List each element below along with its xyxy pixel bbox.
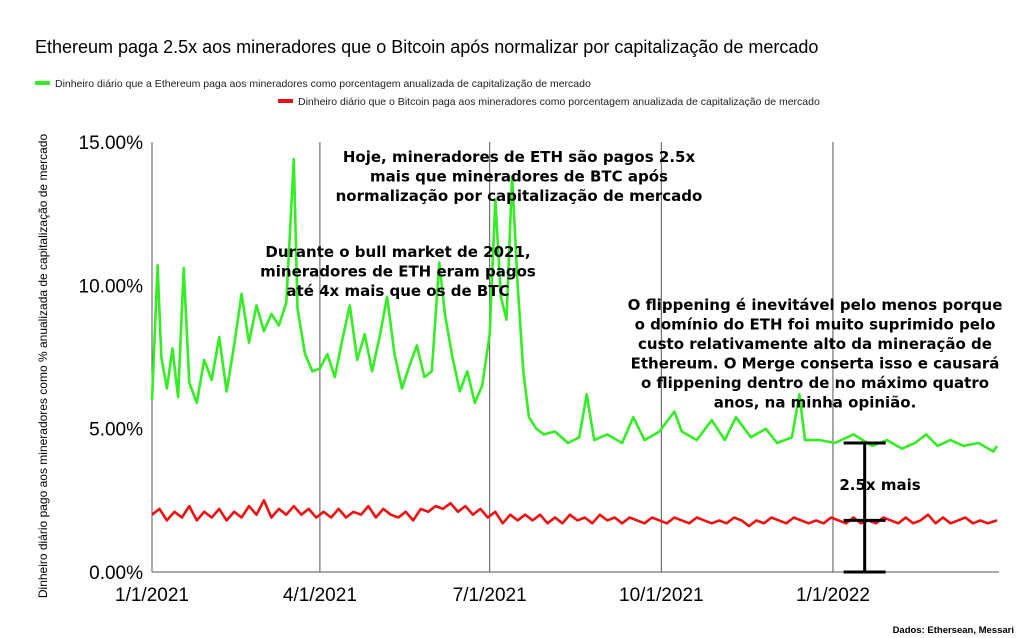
bracket xyxy=(843,441,886,574)
x-tick-label: 4/1/2021 xyxy=(283,585,357,606)
legend-label-eth: Dinheiro diário que a Ethereum paga aos … xyxy=(55,78,591,90)
source-note: Dados: Ethersean, Messari xyxy=(893,625,1014,636)
y-tick-label: 15.00% xyxy=(79,133,144,154)
legend: Dinheiro diário que a Ethereum paga aos … xyxy=(35,78,820,108)
y-tick-label: 5.00% xyxy=(89,420,143,441)
annotation-line: Ethereum. O Merge conserta isso e causar… xyxy=(631,355,1000,373)
annotation-line: 2.5x mais xyxy=(839,476,920,494)
series-lines xyxy=(150,157,999,528)
y-tick-label: 0.00% xyxy=(89,563,143,584)
y-axis-label: Dinheiro diário pago aos mineradores com… xyxy=(36,134,50,599)
annotation-line: mineradores de ETH eram pagos xyxy=(260,263,536,281)
annotation-line: o flippening dentro de no máximo quatro xyxy=(641,374,989,392)
annotation-line: custo relativamente alto da mineração de xyxy=(638,335,992,353)
legend-label-btc: Dinheiro diário que o Bitcoin paga aos m… xyxy=(298,96,820,108)
annotation-1: Hoje, mineradores de ETH são pagos 2.5x m… xyxy=(336,148,703,205)
series-line-eth xyxy=(150,157,999,453)
y-tick-label: 10.00% xyxy=(79,276,144,297)
annotations: Hoje, mineradores de ETH são pagos 2.5x m… xyxy=(260,148,1002,494)
x-tick-label: 7/1/2021 xyxy=(453,585,527,606)
x-tick-label: 1/1/2021 xyxy=(115,585,189,606)
annotation-line: o domínio do ETH foi muito suprimido pel… xyxy=(635,316,996,334)
x-tick-label: 1/1/2022 xyxy=(796,585,870,606)
chart-title: Ethereum paga 2.5x aos mineradores que o… xyxy=(35,37,818,57)
annotation-2: Durante o bull market de 2021, mineradore… xyxy=(260,243,536,300)
annotation-line: mais que mineradores de BTC após xyxy=(370,168,668,186)
annotation-line: anos, na minha opinião. xyxy=(714,394,917,412)
annotation-line: normalização por capitalização de mercad… xyxy=(336,187,703,205)
x-ticks: 1/1/2021 4/1/2021 7/1/2021 10/1/2021 1/1/202… xyxy=(115,585,870,606)
annotation-line: Durante o bull market de 2021, xyxy=(265,243,530,261)
annotation-line: Hoje, mineradores de ETH são pagos 2.5x xyxy=(343,148,696,166)
x-tick-label: 10/1/2021 xyxy=(619,585,704,606)
series-line-btc xyxy=(151,499,998,528)
annotation-line: O flippening é inevitável pelo menos por… xyxy=(628,296,1003,314)
annotation-line: até 4x mais que os de BTC xyxy=(286,282,509,300)
annotation-4: 2.5x mais xyxy=(839,476,920,494)
y-ticks: 0.00% 5.00% 10.00% 15.00% xyxy=(79,133,144,584)
annotation-3: O flippening é inevitável pelo menos por… xyxy=(628,296,1003,412)
